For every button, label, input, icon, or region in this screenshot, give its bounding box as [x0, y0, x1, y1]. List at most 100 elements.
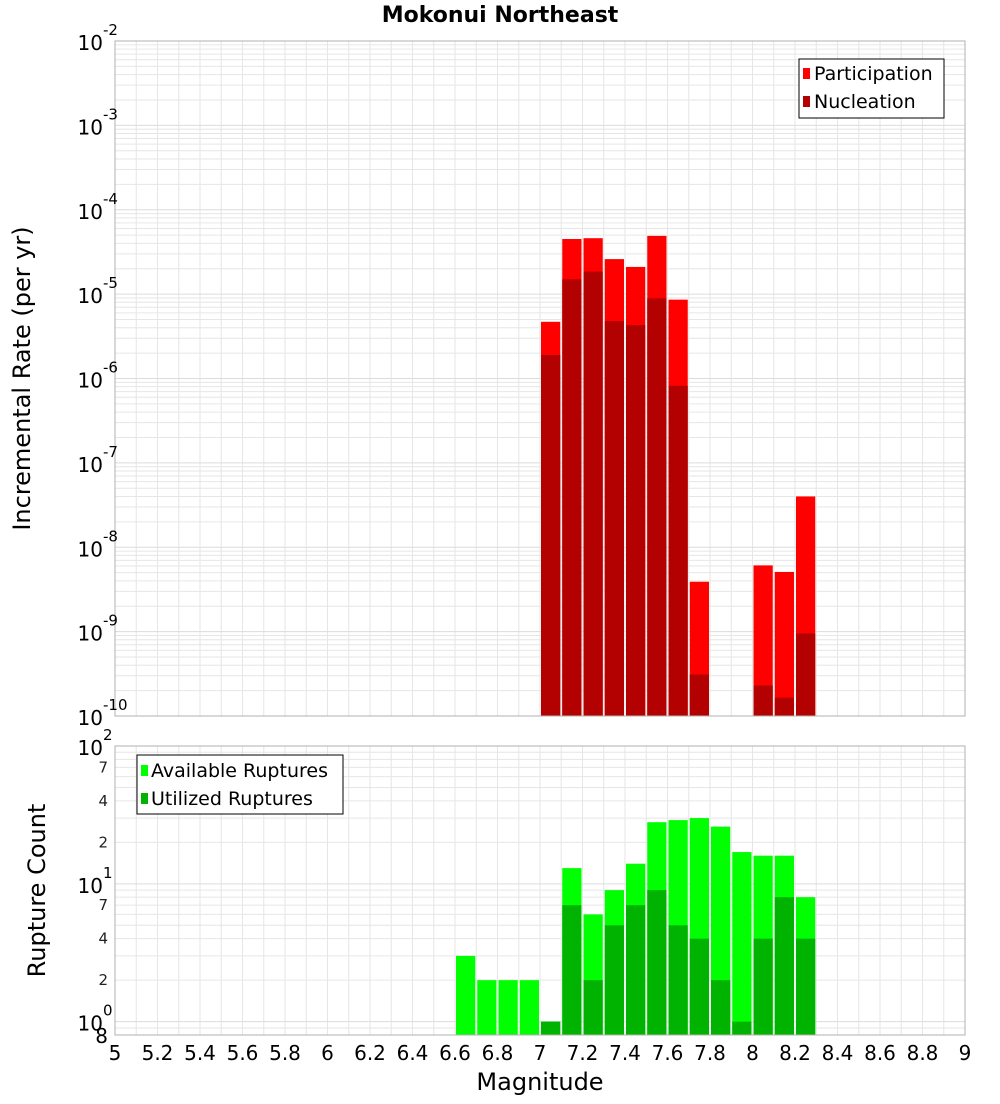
bottom-plot-frame	[114, 745, 966, 1036]
legend-swatch-participation	[803, 68, 810, 79]
bottom-y-tick-label: 10	[78, 736, 103, 760]
legend-swatch-nucleation	[803, 96, 810, 107]
top-y-tick-exponent: -7	[103, 443, 118, 461]
bottom-y-tick-exponent: 1	[103, 864, 113, 882]
x-tick-label: 7.8	[694, 1041, 726, 1065]
utilized-ruptures-bar	[562, 905, 582, 1035]
top-y-tick-exponent: -8	[103, 527, 118, 545]
bottom-y-minor-label: 4	[98, 930, 108, 948]
x-tick-label: 6.6	[439, 1041, 471, 1065]
x-tick-label: 5.4	[184, 1041, 216, 1065]
x-tick-label: 6	[321, 1041, 334, 1065]
top-y-tick-exponent: -6	[103, 359, 118, 377]
x-tick-label: 5.2	[142, 1041, 174, 1065]
x-tick-label: 7.6	[652, 1041, 684, 1065]
utilized-ruptures-bar	[774, 897, 794, 1035]
bottom-y-tick-exponent: 0	[103, 1002, 113, 1020]
bottom-y-minor-label: 7	[98, 758, 108, 776]
nucleation-bar	[562, 279, 582, 716]
x-axis-label: Magnitude	[476, 1068, 603, 1096]
available-ruptures-bar	[477, 980, 497, 1035]
top-y-axis-label: Incremental Rate (per yr)	[8, 226, 36, 530]
nucleation-bar	[689, 674, 709, 716]
chart-title: Mokonui Northeast	[382, 3, 619, 28]
bottom-y-tick-label: 10	[78, 874, 103, 898]
utilized-ruptures-bar	[711, 980, 731, 1035]
legend-label-nucleation: Nucleation	[814, 91, 916, 113]
x-tick-label: 5	[109, 1041, 122, 1065]
nucleation-bar	[774, 697, 794, 716]
x-tick-label: 8.2	[779, 1041, 811, 1065]
top-y-tick-label: 10	[78, 622, 103, 646]
top-y-tick-label: 10	[78, 284, 103, 308]
nucleation-bar	[583, 271, 603, 716]
legend-label-utilized: Utilized Ruptures	[151, 788, 313, 810]
legend-swatch-available	[141, 765, 148, 776]
axes-layer: Mokonui Northeast10-1010-910-810-710-610…	[8, 3, 971, 1096]
available-ruptures-bar	[456, 955, 476, 1035]
legend-label-available: Available Ruptures	[151, 760, 328, 782]
utilized-ruptures-bar	[689, 938, 709, 1035]
x-tick-label: 8.4	[822, 1041, 854, 1065]
top-y-tick-label: 10	[78, 31, 103, 55]
top-plot-frame	[114, 40, 966, 717]
legend-label-participation: Participation	[814, 63, 933, 85]
utilized-ruptures-bar	[604, 925, 624, 1035]
utilized-ruptures-bar	[668, 925, 688, 1035]
x-tick-label: 7	[534, 1041, 547, 1065]
nucleation-bar	[668, 385, 688, 716]
participation-bar	[774, 571, 794, 716]
top-y-tick-label: 10	[78, 115, 103, 139]
bottom-y-minor-label: 2	[98, 971, 108, 989]
nucleation-bar	[626, 325, 646, 716]
bottom-legend-box	[136, 754, 344, 815]
top-y-tick-label: 10	[78, 369, 103, 393]
x-tick-label: 8.8	[907, 1041, 939, 1065]
nucleation-bar	[753, 685, 773, 716]
participation-bar	[753, 565, 773, 716]
utilized-ruptures-bar	[541, 1021, 561, 1035]
available-ruptures-bar	[732, 852, 752, 1035]
top-y-tick-exponent: -3	[103, 105, 118, 123]
bottom-y-minor-label: 2	[98, 833, 108, 851]
bottom-y-minor-label: 7	[98, 896, 108, 914]
top-y-tick-exponent: -2	[103, 21, 118, 39]
top-y-tick-label: 10	[78, 200, 103, 224]
top-y-tick-exponent: -4	[103, 190, 118, 208]
available-ruptures-bar	[498, 980, 518, 1035]
top-y-tick-label: 10	[78, 453, 103, 477]
top-y-tick-label: 10	[78, 537, 103, 561]
utilized-ruptures-bar	[753, 938, 773, 1035]
bottom-y-tick-exponent: 2	[103, 726, 113, 744]
x-tick-label: 5.8	[269, 1041, 301, 1065]
bottom-y-minor-label: 4	[98, 792, 108, 810]
x-tick-label: 8	[746, 1041, 759, 1065]
utilized-ruptures-bar	[796, 938, 816, 1035]
utilized-ruptures-bar	[732, 1021, 752, 1035]
nucleation-bar	[604, 321, 624, 716]
top-y-tick-label: 10	[78, 706, 103, 730]
nucleation-bar	[541, 354, 561, 716]
x-tick-label: 7.2	[567, 1041, 599, 1065]
bars-layer	[456, 235, 816, 1035]
x-tick-label: 5.6	[227, 1041, 259, 1065]
bottom-y-axis-label: Rupture Count	[23, 804, 51, 978]
top-legend-box	[798, 58, 945, 119]
x-tick-label: 8.6	[864, 1041, 896, 1065]
utilized-ruptures-bar	[626, 905, 646, 1035]
x-tick-label: 6.8	[482, 1041, 514, 1065]
top-y-tick-exponent: -9	[103, 612, 118, 630]
grid-layer	[114, 41, 966, 1036]
utilized-ruptures-bar	[583, 980, 603, 1035]
utilized-ruptures-bar	[647, 890, 667, 1035]
x-tick-label: 7.4	[609, 1041, 641, 1065]
bottom-y-minor-label: 8	[95, 1024, 108, 1048]
x-tick-label: 6.2	[354, 1041, 386, 1065]
bottom-y-tick-label: 10	[78, 1012, 103, 1036]
nucleation-bar	[796, 633, 816, 716]
legend-swatch-utilized	[141, 793, 148, 804]
x-tick-label: 9	[959, 1041, 972, 1065]
top-y-tick-exponent: -10	[103, 696, 128, 714]
